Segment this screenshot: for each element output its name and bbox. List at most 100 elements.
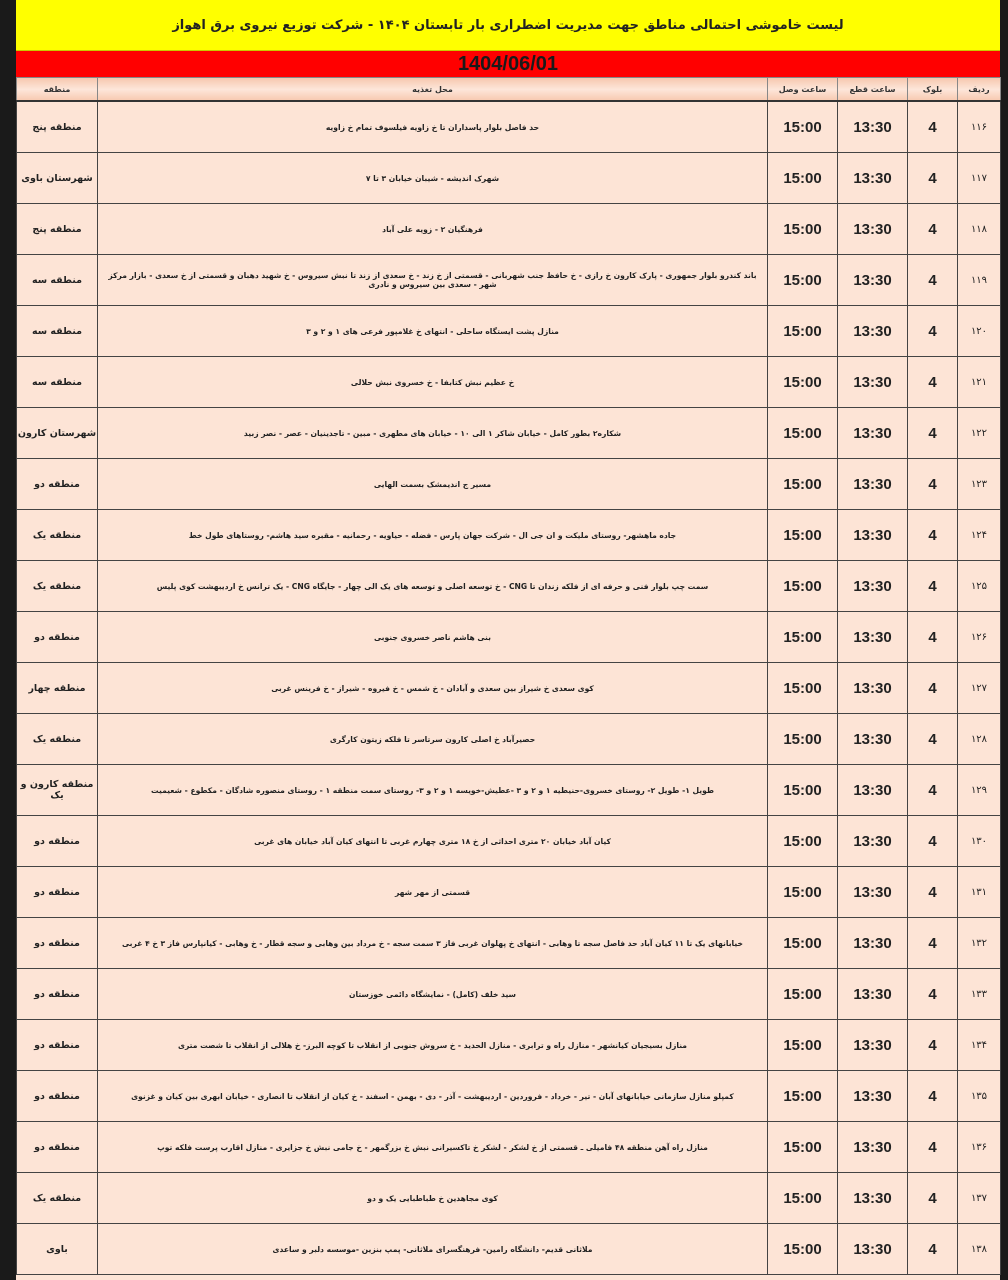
- connect-time: 15:00: [767, 764, 838, 816]
- row-number: ۱۲۲: [957, 407, 1001, 459]
- region-name: منطقه دو: [16, 611, 98, 663]
- col-header-cut-time: ساعت قطع: [837, 77, 908, 102]
- feed-location: کوی سعدی خ شیراز بین سعدی و آبادان - خ ش…: [97, 662, 768, 714]
- table-row: ۱۳۳ 4 13:30 15:00 سید خلف (کامل) - نمایشگاه …: [16, 968, 1001, 1020]
- block-number: 4: [907, 1223, 958, 1275]
- cut-time: 13:30: [837, 1070, 908, 1122]
- cut-time: 13:30: [837, 764, 908, 816]
- table-row: ۱۳۲ 4 13:30 15:00 خیابانهای یک تا ۱۱ کیان آب…: [16, 917, 1001, 969]
- table-row: ۱۲۴ 4 13:30 15:00 جاده ماهشهر- روستای ملیکت …: [16, 509, 1001, 561]
- cut-time: 13:30: [837, 611, 908, 663]
- table-header-row: ردیف بلوک ساعت قطع ساعت وصل محل تغذیه من…: [16, 77, 1001, 102]
- feed-location: سید خلف (کامل) - نمایشگاه دائمی خوزستان: [97, 968, 768, 1020]
- connect-time: 15:00: [767, 509, 838, 561]
- feed-location: خ عظیم نبش کتابفا - خ خسروی نبش حلالی: [97, 356, 768, 408]
- region-name: منطقه پنج: [16, 203, 98, 255]
- cut-time: 13:30: [837, 509, 908, 561]
- block-number: 4: [907, 866, 958, 918]
- region-name: منطقه یک: [16, 713, 98, 765]
- region-name: منطقه کارون و یک: [16, 764, 98, 816]
- row-number: ۱۳۴: [957, 1019, 1001, 1071]
- table-row: ۱۳۸ 4 13:30 15:00 ملاثانی قدیم- دانشگاه رامی…: [16, 1223, 1001, 1275]
- cut-time: 13:30: [837, 917, 908, 969]
- table-row: ۱۲۷ 4 13:30 15:00 کوی سعدی خ شیراز بین سعدی …: [16, 662, 1001, 714]
- row-number: ۱۲۳: [957, 458, 1001, 510]
- table-row: ۱۲۱ 4 13:30 15:00 خ عظیم نبش کتابفا - خ خسرو…: [16, 356, 1001, 408]
- region-name: باوی: [16, 1223, 98, 1275]
- cut-time: 13:30: [837, 458, 908, 510]
- feed-location: طویل ۱- طویل ۲- روستای خسروی-حنیطیه ۱ و …: [97, 764, 768, 816]
- connect-time: 15:00: [767, 968, 838, 1020]
- row-number: ۱۱۸: [957, 203, 1001, 255]
- col-header-location: محل تغذیه: [97, 77, 768, 102]
- row-number: ۱۲۷: [957, 662, 1001, 714]
- block-number: 4: [907, 662, 958, 714]
- connect-time: 15:00: [767, 713, 838, 765]
- row-number: ۱۲۹: [957, 764, 1001, 816]
- connect-time: 15:00: [767, 407, 838, 459]
- row-number: ۱۲۰: [957, 305, 1001, 357]
- row-number: ۱۳۱: [957, 866, 1001, 918]
- col-header-region: منطقه: [16, 77, 98, 102]
- cut-time: 13:30: [837, 866, 908, 918]
- region-name: منطقه دو: [16, 458, 98, 510]
- region-name: منطقه سه: [16, 305, 98, 357]
- col-header-block: بلوک: [907, 77, 958, 102]
- row-number: ۱۳۶: [957, 1121, 1001, 1173]
- row-number: ۱۳۳: [957, 968, 1001, 1020]
- region-name: منطقه دو: [16, 1070, 98, 1122]
- block-number: 4: [907, 764, 958, 816]
- region-name: منطقه یک: [16, 560, 98, 612]
- connect-time: 15:00: [767, 1121, 838, 1173]
- row-number: ۱۱۶: [957, 100, 1001, 153]
- row-number: ۱۲۶: [957, 611, 1001, 663]
- table-row: ۱۲۶ 4 13:30 15:00 بنی هاشم ناصر خسروی جنوبی م…: [16, 611, 1001, 663]
- cut-time: 13:30: [837, 815, 908, 867]
- cut-time: 13:30: [837, 1121, 908, 1173]
- cut-time: 13:30: [837, 1172, 908, 1224]
- row-number: ۱۲۵: [957, 560, 1001, 612]
- schedule-date: 1404/06/01: [16, 51, 1000, 77]
- row-number: ۱۲۱: [957, 356, 1001, 408]
- connect-time: 15:00: [767, 611, 838, 663]
- feed-location: شکاره۲ بطور کامل - خیابان شاکر ۱ الی ۱۰ …: [97, 407, 768, 459]
- row-number: ۱۳۲: [957, 917, 1001, 969]
- block-number: 4: [907, 560, 958, 612]
- table-row: ۱۱۹ 4 13:30 15:00 باند کندرو بلوار جمهوری - …: [16, 254, 1001, 306]
- block-number: 4: [907, 254, 958, 306]
- feed-location: کمپلو منازل سازمانی خیابانهای آبان - تیر…: [97, 1070, 768, 1122]
- connect-time: 15:00: [767, 815, 838, 867]
- block-number: 4: [907, 1070, 958, 1122]
- row-number: ۱۳۸: [957, 1223, 1001, 1275]
- region-name: منطقه دو: [16, 866, 98, 918]
- region-name: شهرستان باوی: [16, 152, 98, 204]
- cut-time: 13:30: [837, 1019, 908, 1071]
- col-header-connect-time: ساعت وصل: [767, 77, 838, 102]
- connect-time: 15:00: [767, 1223, 838, 1275]
- table-row: ۱۲۳ 4 13:30 15:00 مسیر ج اندیمشک بسمت الهایی…: [16, 458, 1001, 510]
- cut-time: 13:30: [837, 254, 908, 306]
- table-row: ۱۳۰ 4 13:30 15:00 کیان آباد خیابان ۲۰ متری ا…: [16, 815, 1001, 867]
- feed-location: شهرک اندیشه - شیبان خیابان ۳ تا ۷: [97, 152, 768, 204]
- row-number: ۱۲۴: [957, 509, 1001, 561]
- row-number: ۱۲۸: [957, 713, 1001, 765]
- feed-location: بنی هاشم ناصر خسروی جنوبی: [97, 611, 768, 663]
- block-number: 4: [907, 1019, 958, 1071]
- table-row: ۱۲۹ 4 13:30 15:00 طویل ۱- طویل ۲- روستای خسر…: [16, 764, 1001, 816]
- region-name: منطقه دو: [16, 1019, 98, 1071]
- block-number: 4: [907, 917, 958, 969]
- connect-time: 15:00: [767, 917, 838, 969]
- col-header-row-number: ردیف: [957, 77, 1001, 102]
- feed-location: سمت چپ بلوار فنی و حرفه ای از فلکه زندان…: [97, 560, 768, 612]
- feed-location: جاده ماهشهر- روستای ملیکت و ان جی ال - ش…: [97, 509, 768, 561]
- table-row: ۱۱۷ 4 13:30 15:00 شهرک اندیشه - شیبان خیابان…: [16, 152, 1001, 204]
- outage-schedule-sheet: لیست خاموشی احتمالی مناطق جهت مدیریت اضط…: [16, 0, 1001, 1280]
- block-number: 4: [907, 815, 958, 867]
- feed-location: فرهنگیان ۲ - زویه علی آباد: [97, 203, 768, 255]
- cut-time: 13:30: [837, 305, 908, 357]
- block-number: 4: [907, 203, 958, 255]
- table-row: ۱۲۵ 4 13:30 15:00 سمت چپ بلوار فنی و حرفه ای…: [16, 560, 1001, 612]
- connect-time: 15:00: [767, 305, 838, 357]
- table-row: ۱۱۶ 4 13:30 15:00 حد فاصل بلوار پاسداران تا …: [16, 100, 1001, 153]
- region-name: منطقه پنج: [16, 100, 98, 153]
